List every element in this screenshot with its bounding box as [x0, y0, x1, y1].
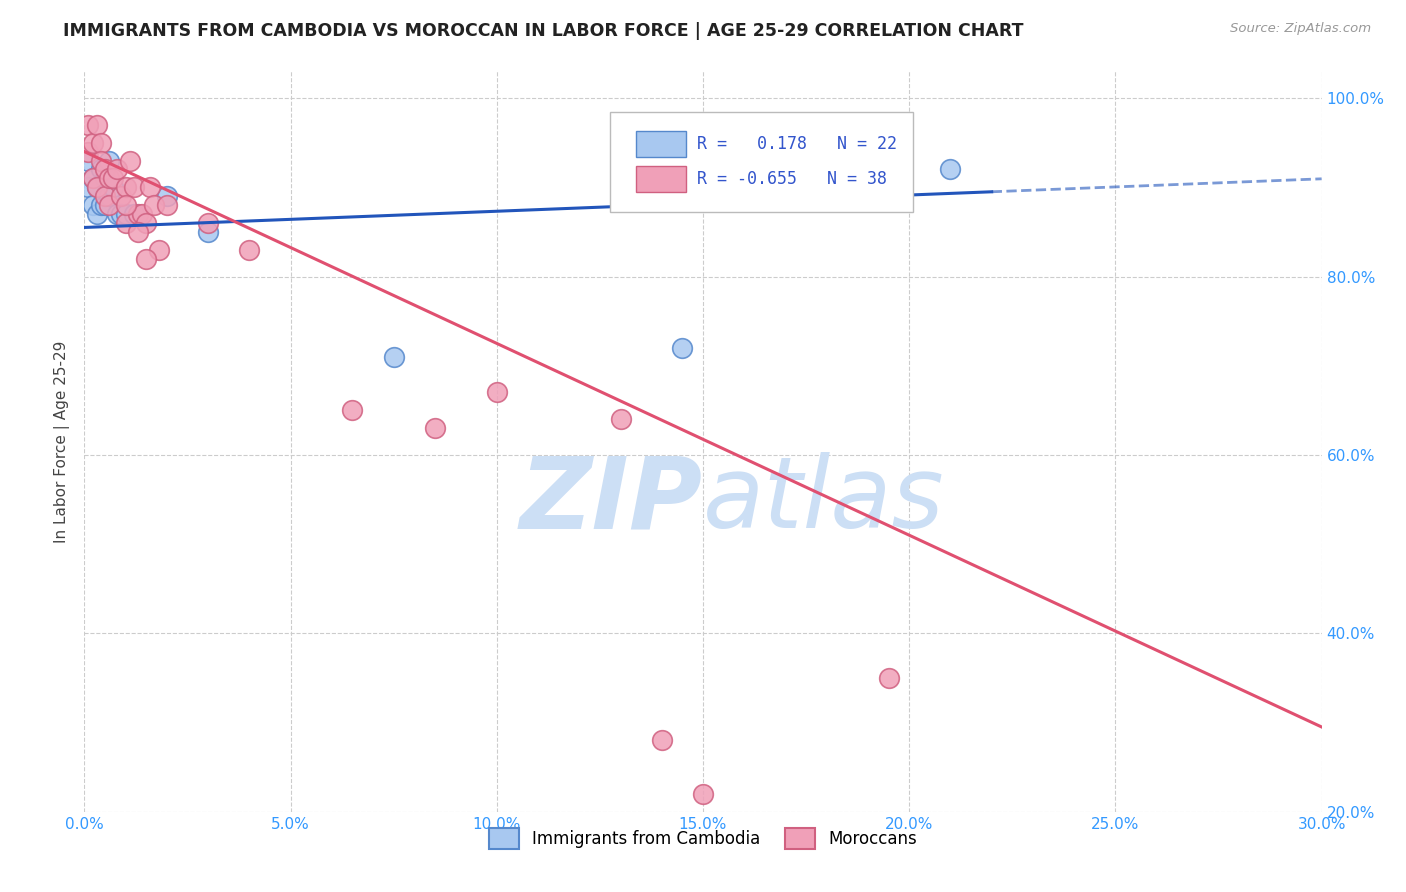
Point [131, 207, 153, 221]
Point [342, 403, 364, 417]
Point [103, 180, 125, 194]
Point [156, 198, 179, 212]
Text: R = -0.655   N = 38: R = -0.655 N = 38 [697, 169, 887, 187]
Point [485, 385, 508, 400]
Point [98, 189, 121, 203]
Point [86, 207, 108, 221]
Y-axis label: In Labor Force | Age 25-29: In Labor Force | Age 25-29 [55, 341, 70, 542]
Legend: Immigrants from Cambodia, Moroccans: Immigrants from Cambodia, Moroccans [482, 822, 924, 855]
Text: ZIP: ZIP [520, 452, 703, 549]
Point [651, 733, 673, 747]
Point [118, 153, 141, 168]
Point [148, 243, 170, 257]
FancyBboxPatch shape [610, 112, 914, 212]
Point [90, 162, 112, 177]
Point [94, 162, 117, 177]
Point [671, 341, 693, 355]
Point [77, 118, 100, 132]
Point [135, 252, 157, 266]
Point [98, 198, 121, 212]
Point [110, 207, 132, 221]
FancyBboxPatch shape [636, 166, 686, 192]
Point [110, 189, 132, 203]
Point [82, 136, 104, 150]
Point [114, 207, 136, 221]
Point [90, 153, 112, 168]
Point [423, 421, 446, 435]
Point [143, 198, 166, 212]
Point [127, 207, 149, 221]
Point [86, 180, 108, 194]
Point [94, 189, 117, 203]
Point [692, 787, 714, 801]
Point [77, 145, 100, 159]
Point [98, 171, 121, 186]
Point [877, 671, 900, 685]
Text: R =   0.178   N = 22: R = 0.178 N = 22 [697, 135, 897, 153]
Point [77, 153, 100, 168]
Text: atlas: atlas [703, 452, 945, 549]
Point [82, 198, 104, 212]
Point [197, 216, 219, 230]
Point [86, 180, 108, 194]
Point [122, 207, 145, 221]
Point [94, 171, 117, 186]
Point [135, 216, 157, 230]
Point [98, 153, 121, 168]
Point [122, 180, 145, 194]
Point [114, 216, 136, 230]
Point [82, 171, 104, 186]
Point [90, 136, 112, 150]
Point [77, 180, 100, 194]
Point [86, 118, 108, 132]
Point [127, 225, 149, 239]
Point [82, 171, 104, 186]
Text: IMMIGRANTS FROM CAMBODIA VS MOROCCAN IN LABOR FORCE | AGE 25-29 CORRELATION CHAR: IMMIGRANTS FROM CAMBODIA VS MOROCCAN IN … [63, 22, 1024, 40]
Point [90, 198, 112, 212]
Point [197, 225, 219, 239]
Point [114, 198, 136, 212]
Point [139, 180, 162, 194]
Point [114, 180, 136, 194]
Point [105, 207, 128, 221]
Point [94, 198, 117, 212]
FancyBboxPatch shape [636, 131, 686, 157]
Point [156, 189, 179, 203]
Point [105, 162, 128, 177]
Point [382, 350, 405, 364]
Point [609, 412, 631, 426]
Point [939, 162, 962, 177]
Point [103, 171, 125, 186]
Point [238, 243, 260, 257]
Text: Source: ZipAtlas.com: Source: ZipAtlas.com [1230, 22, 1371, 36]
